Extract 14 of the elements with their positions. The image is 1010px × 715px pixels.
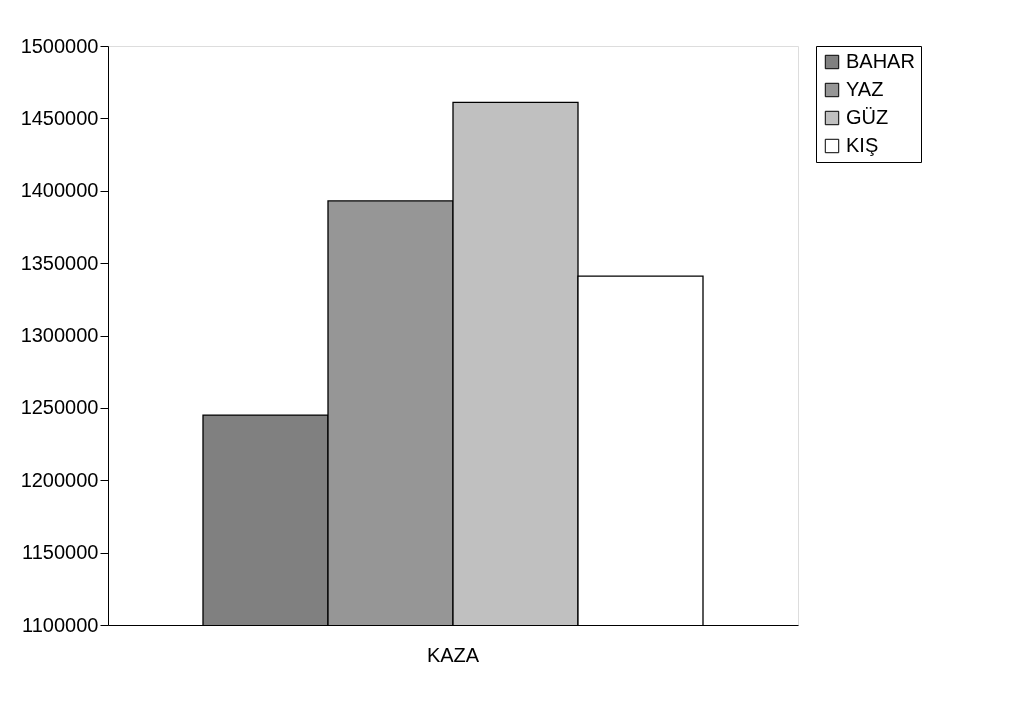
legend-label: BAHAR	[846, 50, 915, 72]
y-tick-label: 1150000	[22, 541, 99, 564]
y-tick-label: 1500000	[20, 34, 99, 57]
y-tick-label: 1350000	[20, 251, 99, 274]
legend-label: KIŞ	[846, 134, 879, 156]
y-tick-label: 1300000	[20, 324, 99, 346]
y-tick-label: 1450000	[20, 106, 99, 129]
y-tick-label: 1200000	[20, 468, 99, 491]
y-tick-label: 1400000	[20, 179, 99, 202]
legend-label: YAZ	[846, 78, 884, 100]
y-tick-label: 1100000	[22, 613, 99, 636]
legend-label: GÜZ	[846, 106, 889, 128]
x-tick-label: KAZA	[426, 643, 480, 666]
y-tick-label: 1250000	[20, 396, 99, 419]
